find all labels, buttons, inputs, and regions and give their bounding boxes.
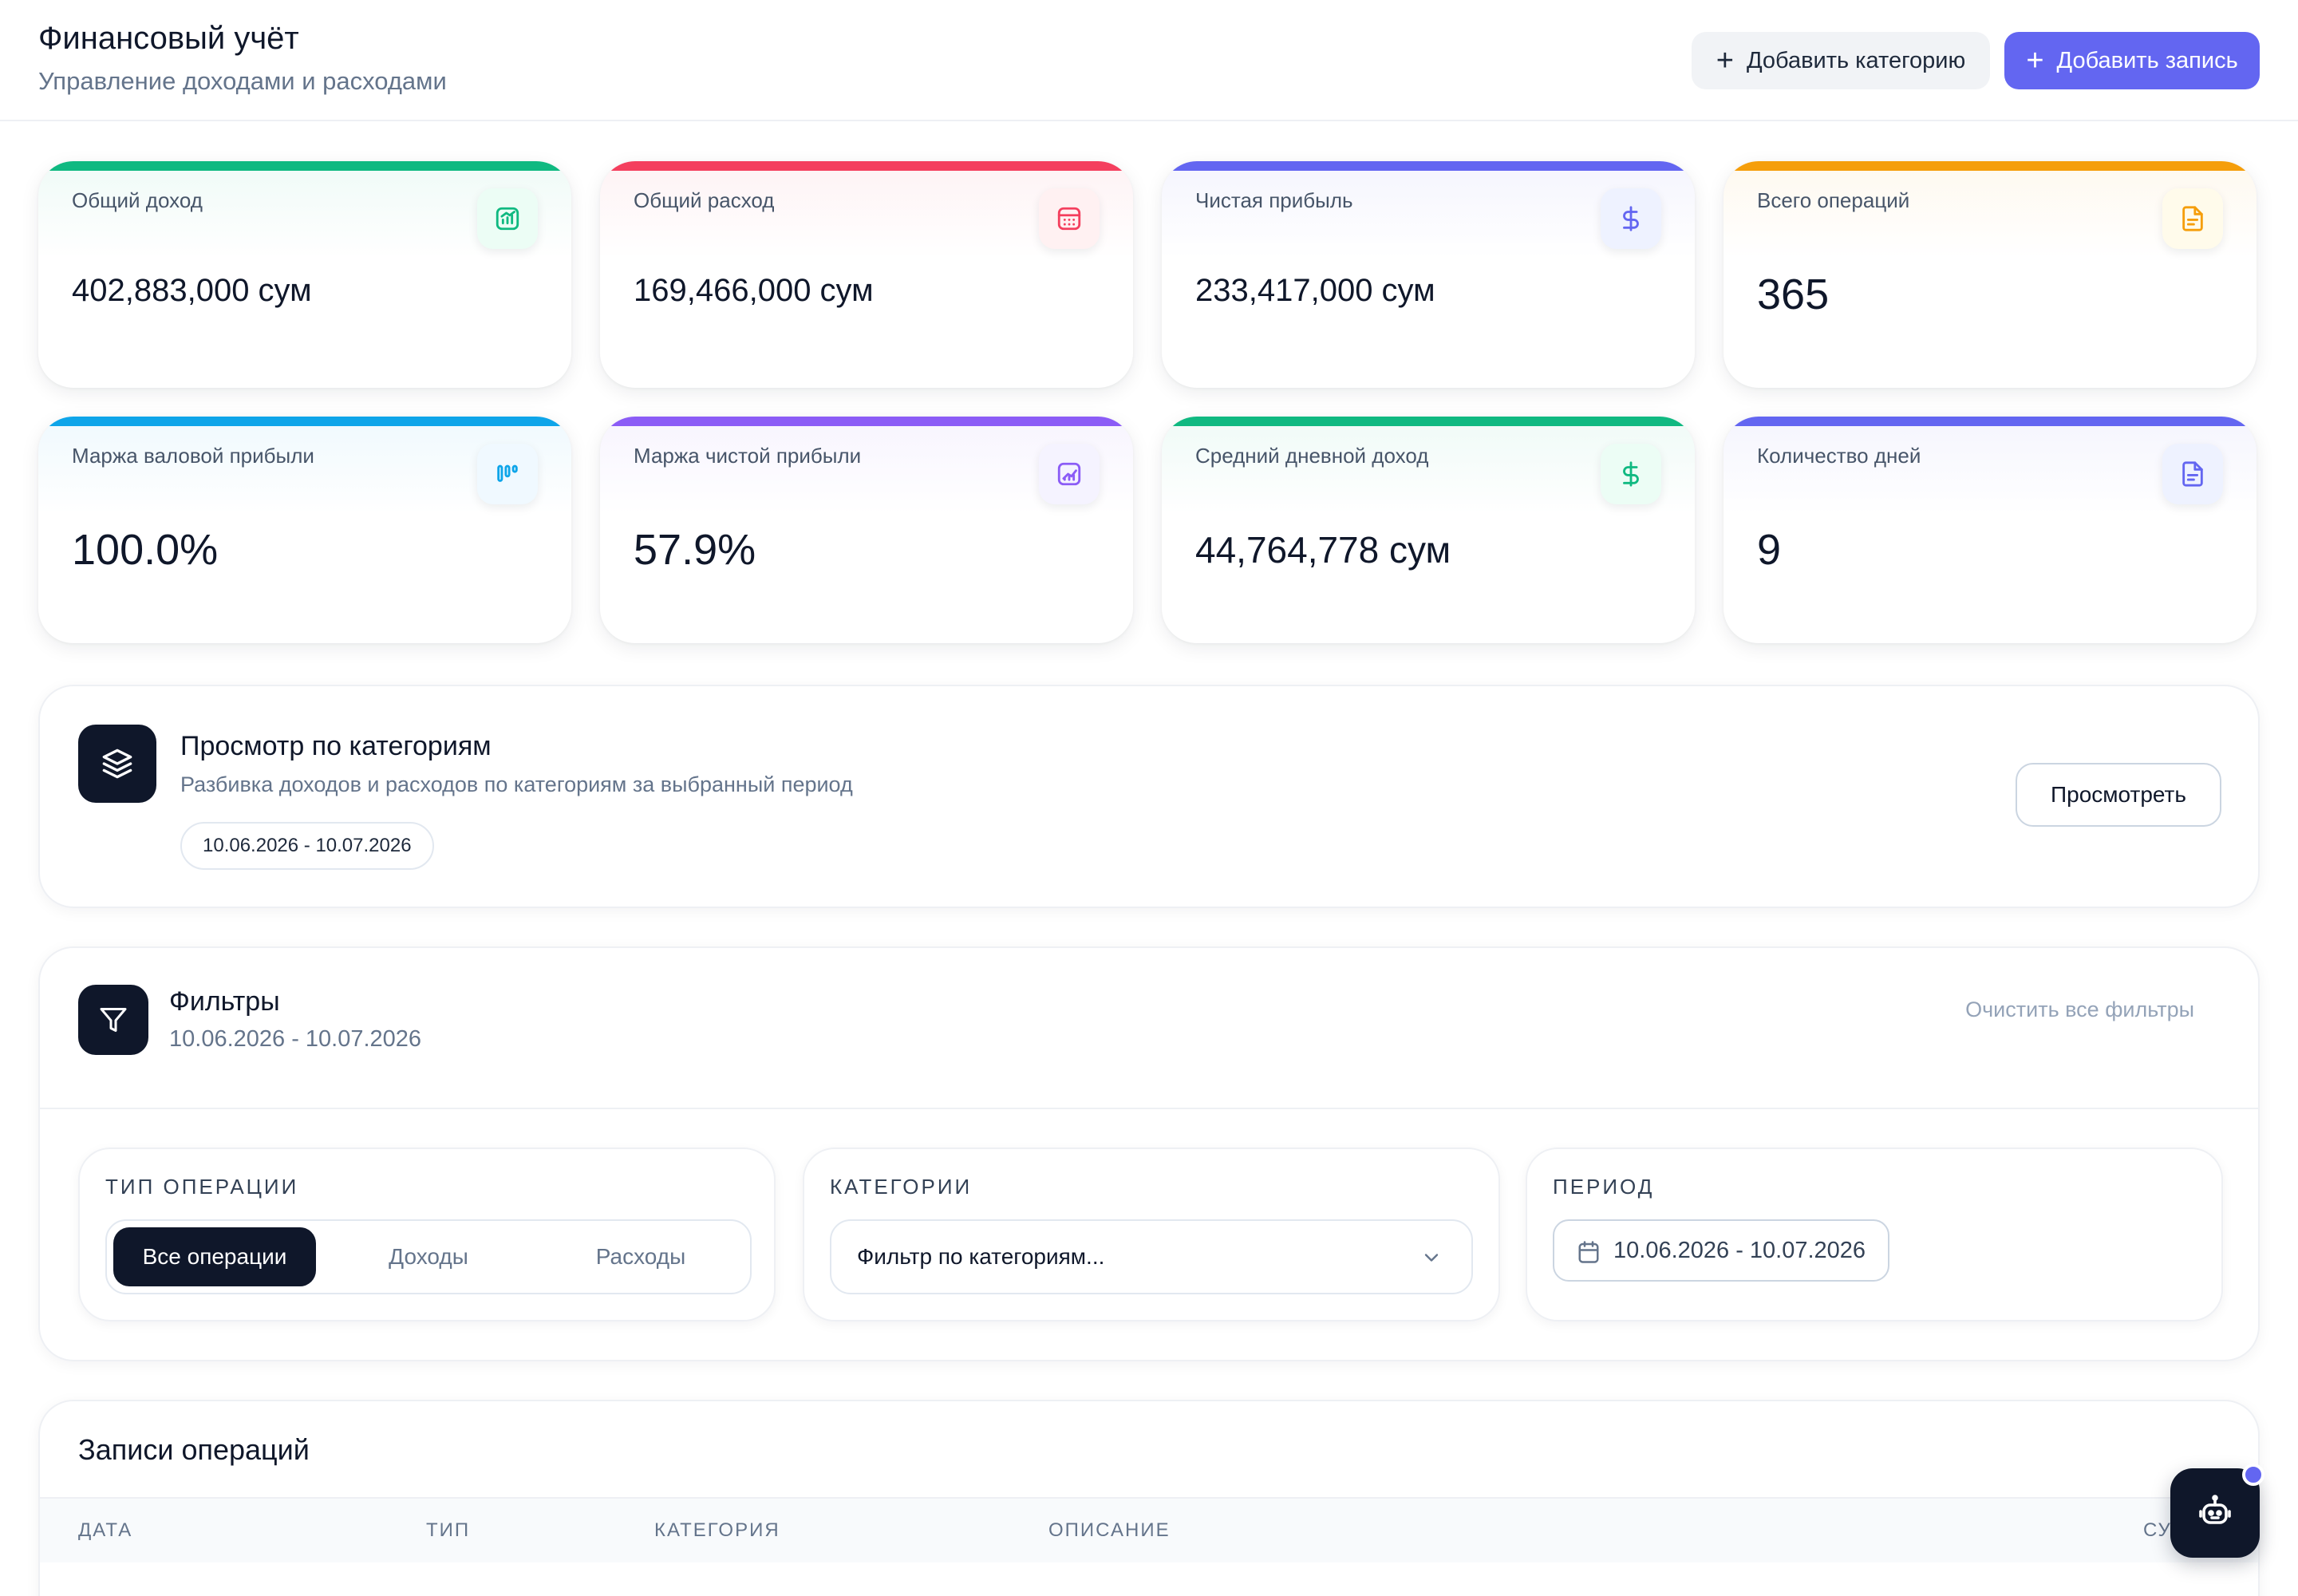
notification-dot [2242, 1464, 2264, 1486]
period-filter: ПЕРИОД 10.06.2026 - 10.07.2026 [1526, 1148, 2223, 1321]
category-view-title: Просмотр по категориям [180, 731, 492, 761]
robot-icon [2196, 1492, 2234, 1535]
stat-label: Количество дней [1757, 444, 1921, 468]
stat-card-avg-daily-income: Средний дневной доход 44,764,778 сум [1162, 417, 1695, 643]
filters-title: Фильтры [169, 986, 280, 1017]
trend-icon [1039, 444, 1100, 504]
categories-label: КАТЕГОРИИ [830, 1175, 973, 1199]
segment-expense[interactable]: Расходы [595, 1244, 686, 1269]
stat-value: 9 [1757, 526, 1782, 574]
stat-label: Маржа валовой прибыли [72, 444, 314, 468]
period-label: ПЕРИОД [1553, 1175, 1655, 1199]
categories-select[interactable]: Фильтр по категориям... [830, 1219, 1473, 1294]
chevron-down-icon [1420, 1246, 1443, 1274]
stat-accent-bar [1724, 417, 2257, 426]
column-category[interactable]: КАТЕГОРИЯ [654, 1519, 780, 1541]
stat-card-total-income: Общий доход 402,883,000 сум [38, 161, 571, 388]
stat-card-gross-margin: Маржа валовой прибыли 100.0% [38, 417, 571, 643]
categories-filter: КАТЕГОРИИ Фильтр по категориям... [803, 1148, 1500, 1321]
stat-value: 57.9% [634, 526, 756, 574]
stat-label: Средний дневной доход [1195, 444, 1429, 468]
stat-accent-bar [600, 417, 1133, 426]
layers-icon [78, 725, 156, 803]
column-date[interactable]: ДАТА [78, 1519, 133, 1541]
column-amount[interactable]: СУ [2143, 1519, 2172, 1541]
stat-value: 402,883,000 сум [72, 273, 312, 308]
filters-period: 10.06.2026 - 10.07.2026 [169, 1026, 422, 1052]
add-category-label: Добавить категорию [1746, 47, 1966, 73]
categories-placeholder: Фильтр по категориям... [857, 1244, 1105, 1269]
operation-type-label: ТИП ОПЕРАЦИИ [105, 1175, 299, 1199]
plus-icon: + [2026, 44, 2044, 77]
stat-value: 169,466,000 сум [634, 273, 874, 308]
segment-all-operations[interactable]: Все операции [113, 1227, 316, 1286]
chart-icon [477, 188, 538, 249]
stat-label: Чистая прибыль [1195, 188, 1353, 212]
calculator-icon [1039, 188, 1100, 249]
stat-card-total-operations: Всего операций 365 [1724, 161, 2257, 388]
stat-value: 233,417,000 сум [1195, 273, 1435, 308]
stat-value: 44,764,778 сум [1195, 529, 1451, 571]
page-subtitle: Управление доходами и расходами [38, 67, 447, 95]
divider [40, 1108, 2258, 1109]
operation-type-filter: ТИП ОПЕРАЦИИ Все операции Доходы Расходы [78, 1148, 776, 1321]
plus-icon: + [1716, 44, 1734, 77]
filter-icon [78, 985, 148, 1055]
period-chip: 10.06.2026 - 10.07.2026 [180, 822, 434, 870]
records-title: Записи операций [78, 1433, 310, 1466]
records-table-header: ДАТА ТИП КАТЕГОРИЯ ОПИСАНИЕ СУ [40, 1497, 2258, 1562]
stat-accent-bar [1162, 417, 1695, 426]
column-type[interactable]: ТИП [426, 1519, 471, 1541]
add-record-label: Добавить запись [2056, 47, 2238, 73]
category-view-subtitle: Разбивка доходов и расходов по категория… [180, 772, 853, 796]
add-category-button[interactable]: + Добавить категорию [1692, 32, 1990, 89]
dollar-icon [1601, 444, 1661, 504]
stat-accent-bar [1162, 161, 1695, 171]
view-categories-button[interactable]: Просмотреть [2016, 763, 2221, 827]
document-icon [2162, 188, 2223, 249]
stat-card-net-profit: Чистая прибыль 233,417,000 сум [1162, 161, 1695, 388]
operation-type-segmented: Все операции Доходы Расходы [105, 1219, 752, 1294]
page-header: Финансовый учёт Управление доходами и ра… [0, 0, 2298, 121]
bars-icon [477, 444, 538, 504]
stat-accent-bar [1724, 161, 2257, 171]
calendar-icon [1577, 1240, 1601, 1270]
filters-panel: Фильтры 10.06.2026 - 10.07.2026 Очистить… [38, 946, 2260, 1361]
segment-income[interactable]: Доходы [389, 1244, 468, 1269]
stat-card-total-expense: Общий расход 169,466,000 сум [600, 161, 1133, 388]
category-view-panel: Просмотр по категориям Разбивка доходов … [38, 685, 2260, 908]
stat-accent-bar [38, 417, 571, 426]
date-range-picker[interactable]: 10.06.2026 - 10.07.2026 [1553, 1219, 1889, 1282]
stat-label: Маржа чистой прибыли [634, 444, 862, 468]
stat-value: 365 [1757, 271, 1830, 318]
stat-label: Общий доход [72, 188, 203, 212]
add-record-button[interactable]: + Добавить запись [2004, 32, 2260, 89]
assistant-button[interactable] [2170, 1464, 2264, 1558]
records-panel: Записи операций ДАТА ТИП КАТЕГОРИЯ ОПИСА… [38, 1400, 2260, 1596]
stat-label: Общий расход [634, 188, 775, 212]
stat-accent-bar [600, 161, 1133, 171]
dollar-icon [1601, 188, 1661, 249]
date-range-value: 10.06.2026 - 10.07.2026 [1613, 1237, 1866, 1263]
page-title: Финансовый учёт [38, 21, 299, 56]
stat-card-net-margin: Маржа чистой прибыли 57.9% [600, 417, 1133, 643]
document-icon [2162, 444, 2223, 504]
column-description[interactable]: ОПИСАНИЕ [1048, 1519, 1171, 1541]
stat-accent-bar [38, 161, 571, 171]
stat-value: 100.0% [72, 526, 219, 574]
clear-filters-button[interactable]: Очистить все фильтры [1965, 998, 2194, 1021]
stat-card-days-count: Количество дней 9 [1724, 417, 2257, 643]
stat-label: Всего операций [1757, 188, 1910, 212]
